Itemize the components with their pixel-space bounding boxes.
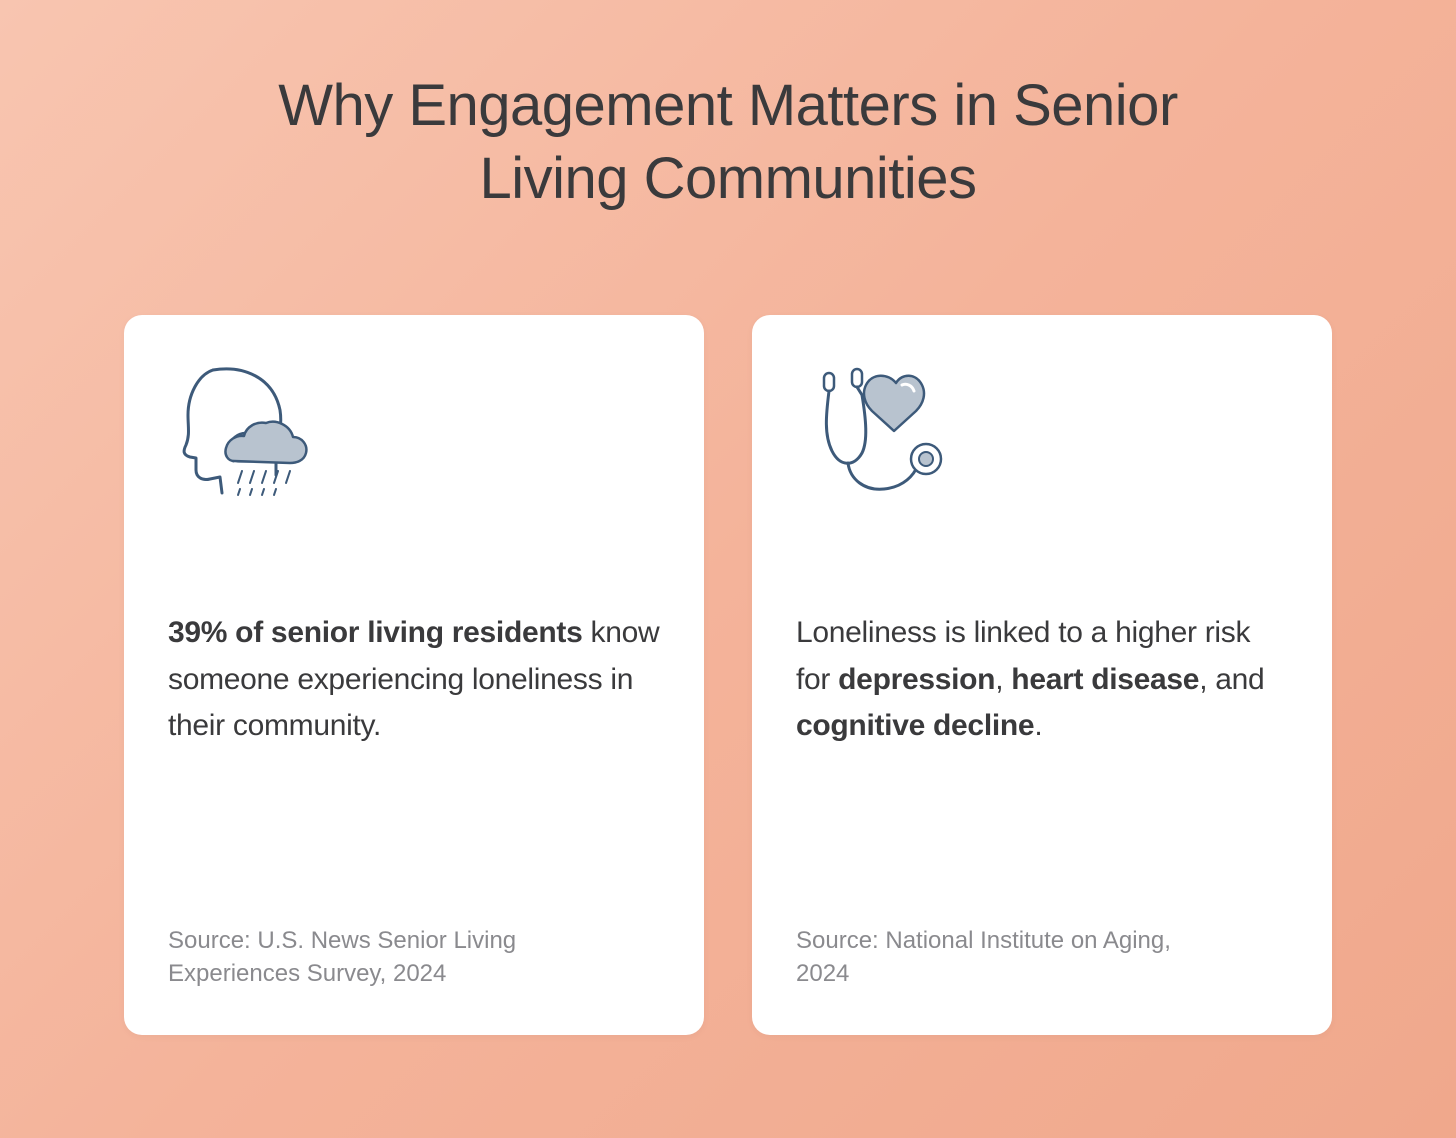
- card-2-b3: cognitive decline: [796, 709, 1034, 742]
- card-1-bold: 39% of senior living residents: [168, 616, 582, 649]
- card-1-text: 39% of senior living residents know some…: [168, 610, 660, 884]
- stethoscope-heart-icon: [796, 355, 1288, 530]
- head-rain-cloud-icon: [168, 355, 660, 530]
- card-2-post: .: [1034, 709, 1042, 742]
- card-1-source: Source: U.S. News Senior Living Experien…: [168, 924, 588, 991]
- card-2-b2: heart disease: [1011, 663, 1199, 696]
- infographic-title: Why Engagement Matters in Senior Living …: [228, 70, 1228, 215]
- card-2-sep2: , and: [1199, 663, 1264, 696]
- card-2-sep1: ,: [995, 663, 1011, 696]
- card-2-source: Source: National Institute on Aging, 202…: [796, 924, 1216, 991]
- stat-card-2: Loneliness is linked to a higher risk fo…: [752, 315, 1332, 1035]
- stat-card-1: 39% of senior living residents know some…: [124, 315, 704, 1035]
- cards-container: 39% of senior living residents know some…: [80, 315, 1376, 1035]
- card-2-b1: depression: [838, 663, 995, 696]
- card-2-text: Loneliness is linked to a higher risk fo…: [796, 610, 1288, 884]
